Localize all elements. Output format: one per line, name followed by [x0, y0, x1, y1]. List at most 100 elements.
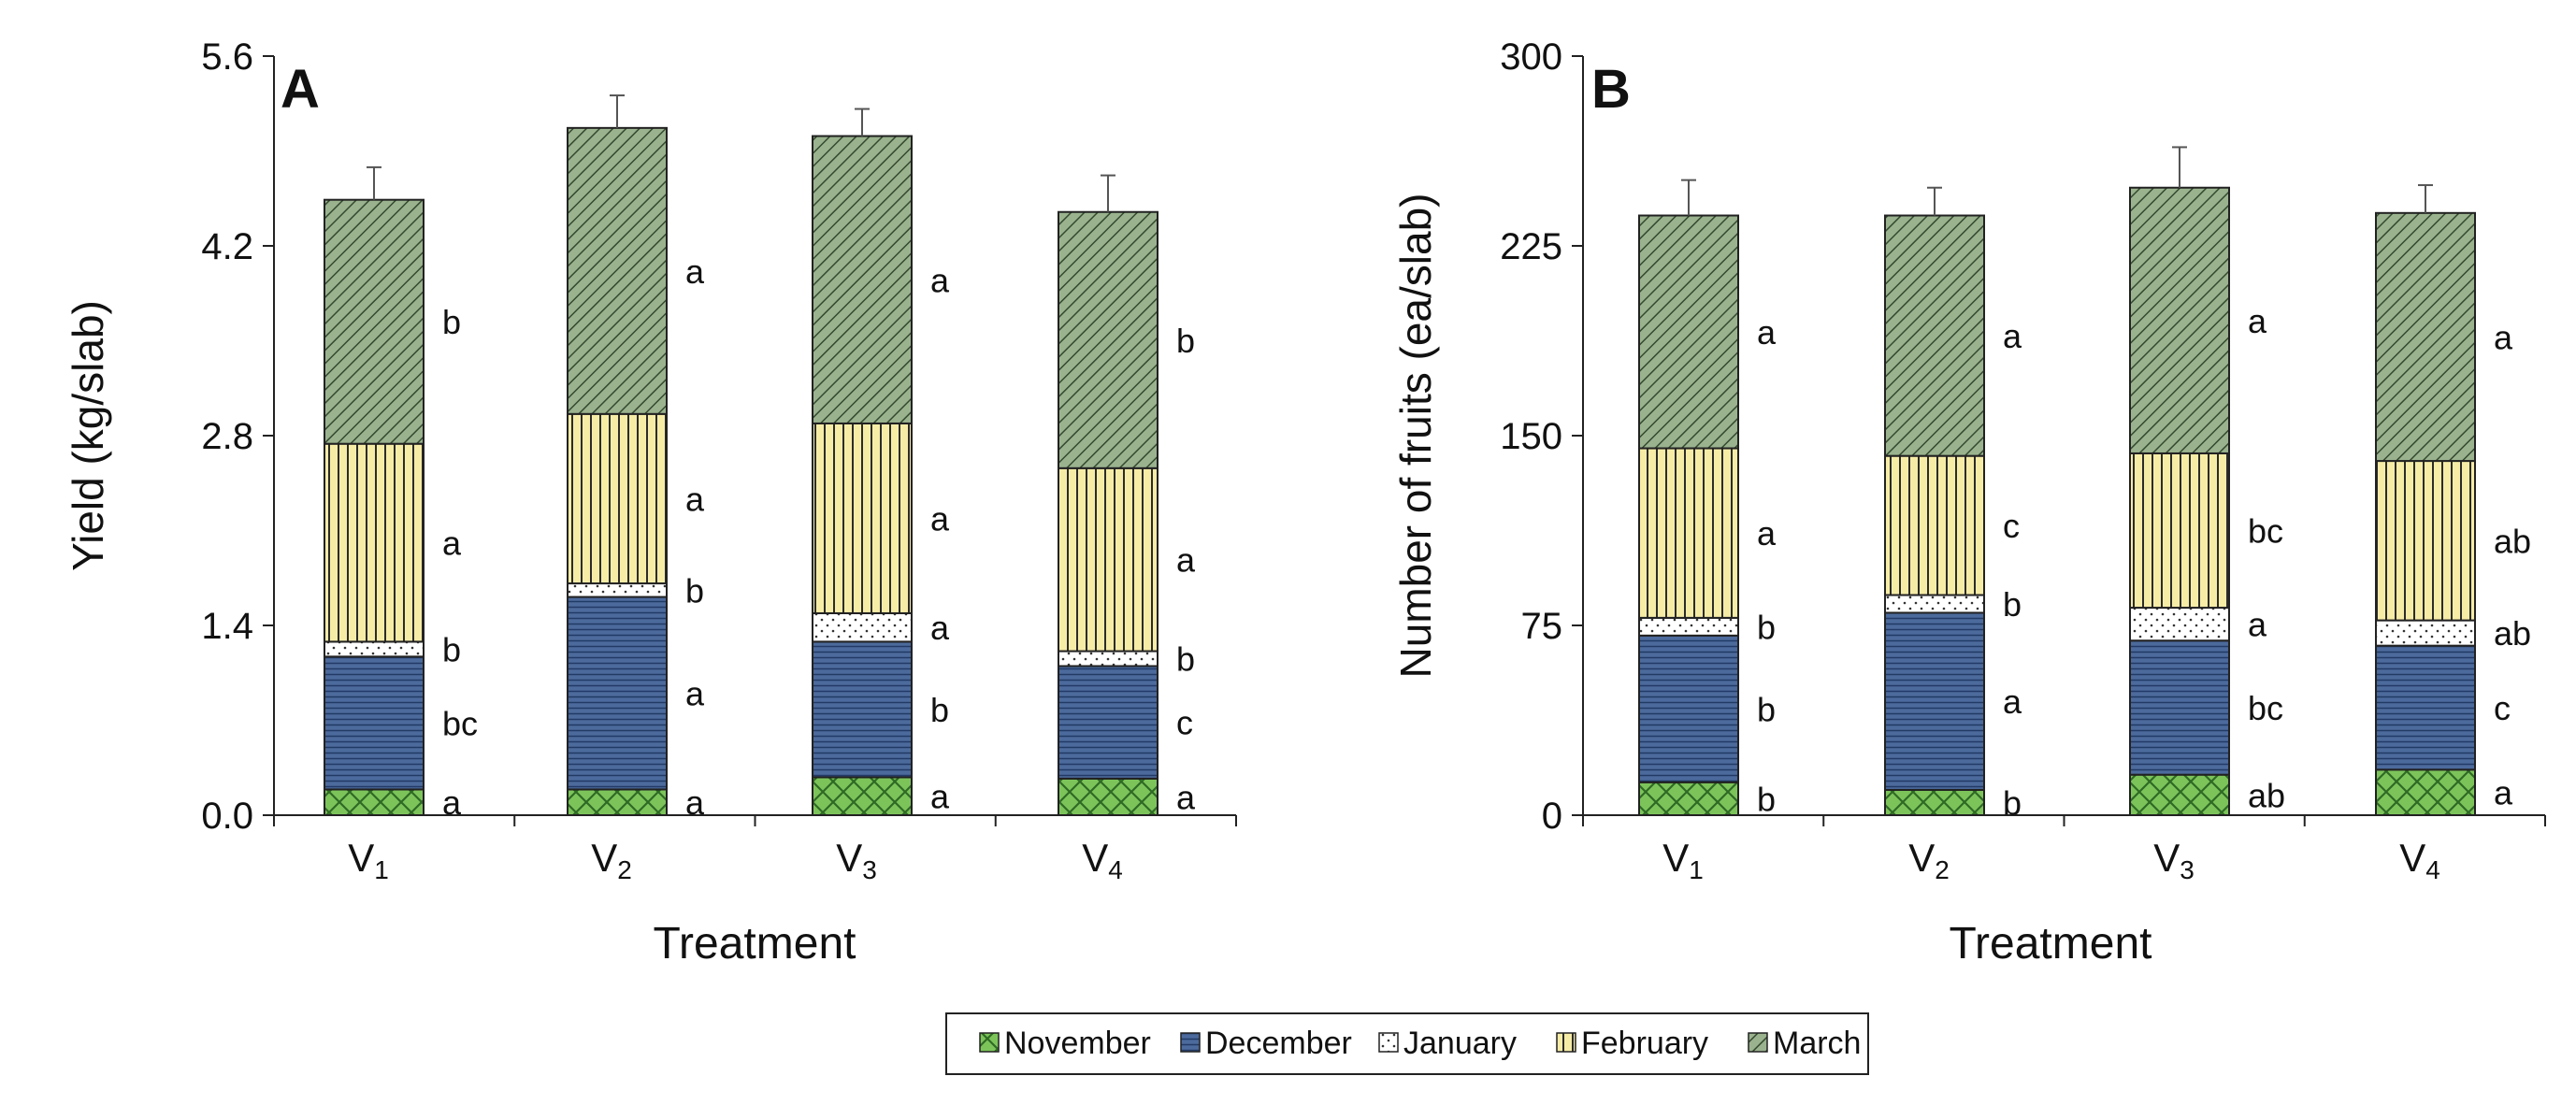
x-tick-label: V2 [1908, 836, 1950, 884]
bar-segment-march [2129, 186, 2230, 454]
bar-segment-december [2375, 644, 2476, 771]
y-tick-label: 150 [1500, 416, 1562, 457]
bar-segment-december [324, 655, 425, 791]
bar-segment-november [2129, 773, 2230, 817]
bar-segment-november [1638, 781, 1739, 817]
significance-letter-january: b [2003, 585, 2022, 624]
bar-segment-december [567, 596, 668, 791]
bar-segment-december [812, 640, 913, 779]
y-tick-label: 300 [1500, 36, 1562, 78]
significance-letter-december: b [930, 691, 949, 729]
panel-b-y-axis-title: Number of fruits (ea/slab) [1391, 194, 1440, 679]
legend-box [945, 1012, 1869, 1075]
bar-segment-january [1884, 594, 1985, 614]
panel-b-fruit-count: B Number of fruits (ea/slab) Treatment 0… [1391, 36, 2546, 969]
significance-letter-february: c [2003, 507, 2020, 545]
bar-stack-v1: b b b a a V1 [1638, 179, 1777, 884]
y-tick-label: 75 [1521, 606, 1563, 647]
panel-a-x-axis-title: Treatment [654, 919, 856, 969]
significance-letter-december: a [685, 675, 705, 713]
significance-letter-december: c [2494, 689, 2511, 727]
bar-segment-december [2129, 639, 2230, 776]
bar-segment-january [1638, 616, 1739, 637]
y-tick-label: 2.8 [201, 416, 253, 457]
significance-letter-november: a [1176, 778, 1196, 816]
bar-segment-february [1884, 454, 1985, 596]
bar-stack-v3: ab bc a bc a V3 [2129, 146, 2285, 884]
bar-segment-march [1638, 214, 1739, 450]
x-tick-label: V1 [1662, 836, 1704, 884]
x-tick-label: V4 [1082, 836, 1123, 884]
bar-segment-december [1638, 634, 1739, 783]
bar-segment-march [324, 198, 425, 445]
significance-letter-december: b [1757, 690, 1776, 728]
y-tick-label: 5.6 [201, 36, 253, 78]
significance-letter-january: b [1176, 640, 1195, 679]
panel-a-y-axis-title: Yield (kg/slab) [64, 300, 112, 571]
panel-a-yield: A Yield (kg/slab) Treatment 0.0 1.4 2.8 4.2… [64, 36, 1237, 969]
significance-letter-january: b [1757, 608, 1776, 646]
legend-swatch-january [1378, 1032, 1399, 1053]
bar-segment-november [324, 788, 425, 817]
bar-segment-february [2129, 452, 2230, 610]
bar-segment-december [1058, 665, 1158, 780]
significance-letter-december: a [2003, 682, 2022, 721]
legend-item-march: March [1748, 1026, 1861, 1061]
legend-item-february: February [1556, 1026, 1708, 1061]
significance-letter-november: b [1757, 780, 1776, 818]
panel-a-y-ticks: 0.0 1.4 2.8 4.2 5.6 [201, 36, 1237, 837]
bar-segment-march [1058, 210, 1158, 469]
significance-letter-january: a [2248, 606, 2267, 644]
significance-letter-december: bc [442, 704, 478, 742]
legend-swatch-november [979, 1032, 1000, 1053]
bar-segment-march [812, 135, 913, 424]
x-tick-label: V2 [591, 836, 632, 884]
significance-letter-february: a [1757, 514, 1777, 552]
bar-segment-november [812, 776, 913, 817]
significance-letter-november: ab [2248, 776, 2285, 814]
panel-a-label: A [281, 59, 320, 120]
legend-label-november: November [1004, 1026, 1151, 1061]
panel-b-x-axis-title: Treatment [1950, 919, 2152, 969]
significance-letter-november: a [442, 783, 462, 822]
bar-segment-february [812, 422, 913, 614]
significance-letter-february: a [1176, 541, 1196, 580]
y-tick-label: 225 [1500, 226, 1562, 267]
y-tick-label: 4.2 [201, 226, 253, 267]
bar-stack-v4: a c ab ab a V4 [2375, 184, 2531, 884]
bar-segment-january [2375, 619, 2476, 647]
y-tick-label: 0 [1542, 796, 1562, 837]
significance-letter-february: bc [2248, 512, 2283, 551]
bar-segment-february [324, 442, 425, 643]
significance-letter-january: b [685, 571, 704, 610]
bar-segment-february [567, 412, 668, 585]
significance-letter-november: a [685, 783, 705, 822]
panel-b-y-ticks: 0 75 150 225 300 [1500, 36, 2546, 837]
bar-segment-march [1884, 214, 1985, 457]
x-tick-label: V4 [2399, 836, 2440, 884]
bar-stack-v2: a a b a a V2 [567, 94, 705, 884]
bar-segment-march [2375, 211, 2476, 463]
bar-segment-february [2375, 460, 2476, 622]
x-tick-label: V1 [348, 836, 389, 884]
significance-letter-february: a [930, 499, 950, 538]
significance-letter-march: a [685, 252, 705, 291]
bar-segment-february [1638, 447, 1739, 619]
bar-segment-march [567, 126, 668, 415]
bar-segment-november [1058, 777, 1158, 816]
significance-letter-february: ab [2494, 522, 2531, 560]
legend-swatch-december [1180, 1032, 1201, 1053]
bar-stack-v1: a bc b a b V1 [324, 165, 478, 884]
significance-letter-december: c [1176, 704, 1193, 742]
legend-label-february: February [1581, 1026, 1708, 1061]
significance-letter-march: a [2494, 318, 2513, 356]
bar-segment-january [1058, 650, 1158, 667]
bar-segment-january [812, 611, 913, 643]
legend-label-march: March [1773, 1026, 1861, 1061]
bar-segment-november [1884, 788, 1985, 817]
legend-item-november: November [979, 1026, 1151, 1061]
bar-stack-v2: b a b c a V2 [1884, 186, 2022, 884]
